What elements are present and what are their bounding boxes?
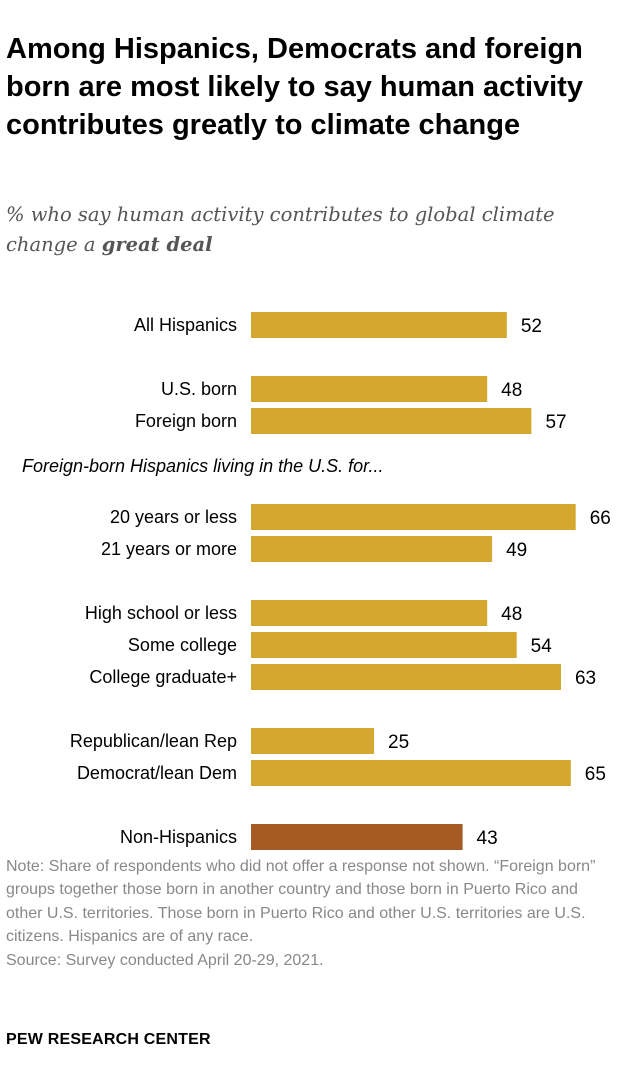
category-label-some-college: Some college <box>128 635 237 655</box>
value-label-foreign-born: 57 <box>545 412 566 433</box>
chart-title: Among Hispanics, Democrats and foreign b… <box>6 33 583 141</box>
bar-u-s-born <box>251 376 488 402</box>
category-label-college-graduate: College graduate+ <box>89 667 237 687</box>
bar-democrat-lean-dem <box>251 760 571 786</box>
value-label-high-school-or-less: 48 <box>501 604 522 625</box>
bar-republican-lean-rep <box>251 728 374 754</box>
value-label-u-s-born: 48 <box>501 380 522 401</box>
category-label-20-years-or-less: 20 years or less <box>110 507 237 527</box>
chart-source: Source: Survey conducted April 20-29, 20… <box>6 951 324 969</box>
value-label-college-graduate: 63 <box>575 668 596 689</box>
chart-footer: Note: Share of respondents who did not o… <box>6 855 616 972</box>
category-label-u-s-born: U.S. born <box>161 379 237 399</box>
chart-subtitle: % who say human activity contributes to … <box>6 200 611 260</box>
bar-non-hispanics <box>251 824 463 850</box>
category-label-high-school-or-less: High school or less <box>85 603 237 623</box>
bar-college-graduate <box>251 664 561 690</box>
value-label-21-years-or-more: 49 <box>506 540 527 561</box>
bar-all-hispanics <box>251 312 507 338</box>
value-label-all-hispanics: 52 <box>521 316 542 337</box>
bar-20-years-or-less <box>251 504 576 530</box>
category-label-non-hispanics: Non-Hispanics <box>120 827 237 847</box>
value-label-non-hispanics: 43 <box>477 828 498 849</box>
group-header: Foreign-born Hispanics living in the U.S… <box>22 456 384 476</box>
bar-high-school-or-less <box>251 600 488 626</box>
bar-foreign-born <box>251 408 532 434</box>
category-label-all-hispanics: All Hispanics <box>134 315 237 335</box>
value-label-some-college: 54 <box>531 636 553 657</box>
category-label-democrat-lean-dem: Democrat/lean Dem <box>77 763 237 783</box>
value-label-republican-lean-rep: 25 <box>388 732 409 753</box>
brand-logo-text: PEW RESEARCH CENTER <box>6 1031 211 1048</box>
subtitle-emphasis: great deal <box>101 233 213 256</box>
chart-note: Note: Share of respondents who did not o… <box>6 858 596 946</box>
subtitle-prefix: % who say human activity contributes to … <box>6 203 555 256</box>
category-label-republican-lean-rep: Republican/lean Rep <box>70 731 237 751</box>
bar-some-college <box>251 632 517 658</box>
value-label-20-years-or-less: 66 <box>590 508 611 529</box>
value-label-democrat-lean-dem: 65 <box>585 764 606 785</box>
category-label-foreign-born: Foreign born <box>135 411 237 431</box>
bar-21-years-or-more <box>251 536 493 562</box>
bar-chart: All Hispanics 52 U.S. born 48 Foreign born 57… <box>22 312 611 850</box>
category-label-21-years-or-more: 21 years or more <box>101 539 237 559</box>
